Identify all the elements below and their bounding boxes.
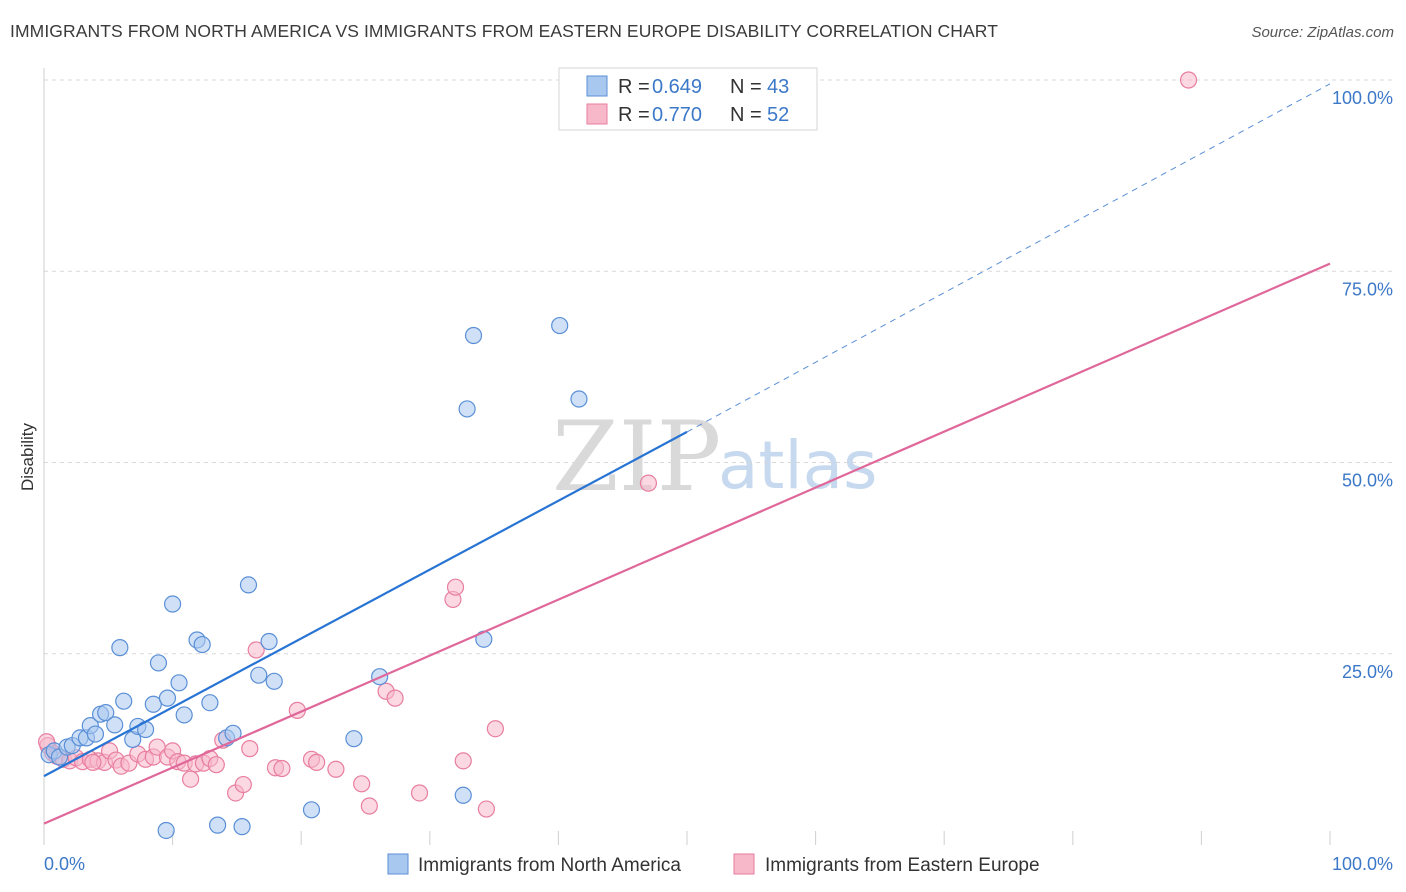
point-eastern-europe bbox=[386, 689, 404, 707]
point-north-america bbox=[175, 706, 193, 724]
point-eastern-europe bbox=[477, 800, 495, 818]
source-credit: Source: ZipAtlas.com bbox=[1251, 24, 1394, 41]
point-north-america bbox=[265, 672, 283, 690]
series-north-america-points bbox=[40, 316, 588, 840]
point-eastern-europe bbox=[353, 775, 371, 793]
legend: R = 0.649 N = 43 R = 0.770 N = 52 bbox=[558, 67, 818, 131]
point-north-america bbox=[193, 635, 211, 654]
legend-swatch-blue bbox=[586, 75, 608, 97]
point-eastern-europe bbox=[84, 753, 102, 771]
point-north-america bbox=[111, 639, 129, 657]
legend-n-label-pink: N = bbox=[730, 104, 762, 126]
point-eastern-europe bbox=[273, 759, 291, 778]
point-north-america bbox=[345, 730, 363, 748]
point-north-america bbox=[250, 666, 268, 684]
legend-n-value-blue: 43 bbox=[767, 76, 789, 98]
point-north-america bbox=[149, 654, 168, 672]
bottom-legend-swatch-blue bbox=[387, 853, 409, 875]
point-north-america bbox=[209, 816, 227, 834]
bottom-legend: Immigrants from North America Immigrants… bbox=[387, 853, 1040, 876]
point-north-america bbox=[144, 695, 162, 713]
y-axis-title: Disability bbox=[18, 422, 37, 491]
y-tick-label-75: 75.0% bbox=[1342, 279, 1393, 299]
y-tick-label-50: 50.0% bbox=[1342, 471, 1393, 491]
point-north-america bbox=[170, 674, 188, 692]
point-eastern-europe bbox=[308, 753, 326, 771]
point-north-america bbox=[106, 716, 124, 734]
bottom-legend-swatch-pink bbox=[733, 853, 755, 875]
watermark-atlas: atlas bbox=[718, 427, 878, 504]
legend-swatch-pink bbox=[586, 103, 608, 125]
point-eastern-europe bbox=[1179, 71, 1198, 89]
point-eastern-europe bbox=[454, 752, 472, 770]
x-tick-label-max: 100.0% bbox=[1332, 854, 1393, 874]
point-north-america bbox=[458, 400, 476, 418]
watermark-zip: ZIP bbox=[552, 401, 721, 513]
legend-n-label-blue: N = bbox=[730, 76, 762, 98]
legend-r-label-pink: R = bbox=[618, 104, 650, 126]
point-eastern-europe bbox=[639, 474, 658, 492]
point-north-america bbox=[164, 595, 182, 613]
point-eastern-europe bbox=[486, 720, 504, 738]
point-north-america bbox=[239, 576, 258, 594]
axes bbox=[43, 68, 1331, 845]
point-north-america bbox=[570, 390, 588, 408]
y-tick-labels: 25.0% 50.0% 75.0% 100.0% bbox=[1332, 88, 1393, 682]
point-north-america bbox=[302, 801, 321, 819]
point-north-america bbox=[233, 818, 251, 836]
point-north-america bbox=[86, 725, 105, 743]
x-tick-label-min: 0.0% bbox=[44, 854, 85, 874]
point-north-america bbox=[201, 694, 219, 712]
watermark: ZIP atlas bbox=[552, 401, 878, 513]
legend-n-value-pink: 52 bbox=[767, 104, 789, 126]
chart-title: IMMIGRANTS FROM NORTH AMERICA VS IMMIGRA… bbox=[10, 21, 999, 41]
point-north-america bbox=[454, 786, 472, 804]
point-north-america bbox=[464, 326, 483, 345]
point-north-america bbox=[115, 692, 133, 710]
trend-lines bbox=[43, 83, 1331, 825]
point-eastern-europe bbox=[446, 578, 465, 596]
point-eastern-europe bbox=[327, 760, 345, 778]
point-eastern-europe bbox=[234, 775, 252, 794]
point-eastern-europe bbox=[182, 770, 200, 788]
y-tick-label-25: 25.0% bbox=[1342, 662, 1393, 682]
point-eastern-europe bbox=[207, 756, 225, 774]
point-north-america bbox=[158, 689, 177, 707]
point-eastern-europe bbox=[410, 784, 429, 802]
point-north-america bbox=[97, 704, 115, 722]
trend-line-north-america bbox=[43, 430, 688, 778]
point-eastern-europe bbox=[247, 641, 265, 659]
point-north-america bbox=[260, 632, 278, 651]
bottom-legend-label-pink: Immigrants from Eastern Europe bbox=[765, 855, 1040, 876]
legend-r-value-pink: 0.770 bbox=[652, 104, 702, 126]
gridlines bbox=[44, 79, 1393, 655]
point-eastern-europe bbox=[360, 797, 378, 815]
bottom-legend-label-blue: Immigrants from North America bbox=[418, 855, 681, 876]
point-north-america bbox=[551, 316, 569, 335]
trend-line-eastern-europe bbox=[43, 262, 1331, 825]
trend-line-north-america-extension bbox=[686, 83, 1331, 433]
legend-r-value-blue: 0.649 bbox=[652, 76, 702, 98]
legend-r-label-blue: R = bbox=[618, 76, 650, 98]
point-north-america bbox=[157, 821, 175, 840]
y-tick-label-100: 100.0% bbox=[1332, 88, 1393, 108]
point-eastern-europe bbox=[241, 740, 259, 758]
